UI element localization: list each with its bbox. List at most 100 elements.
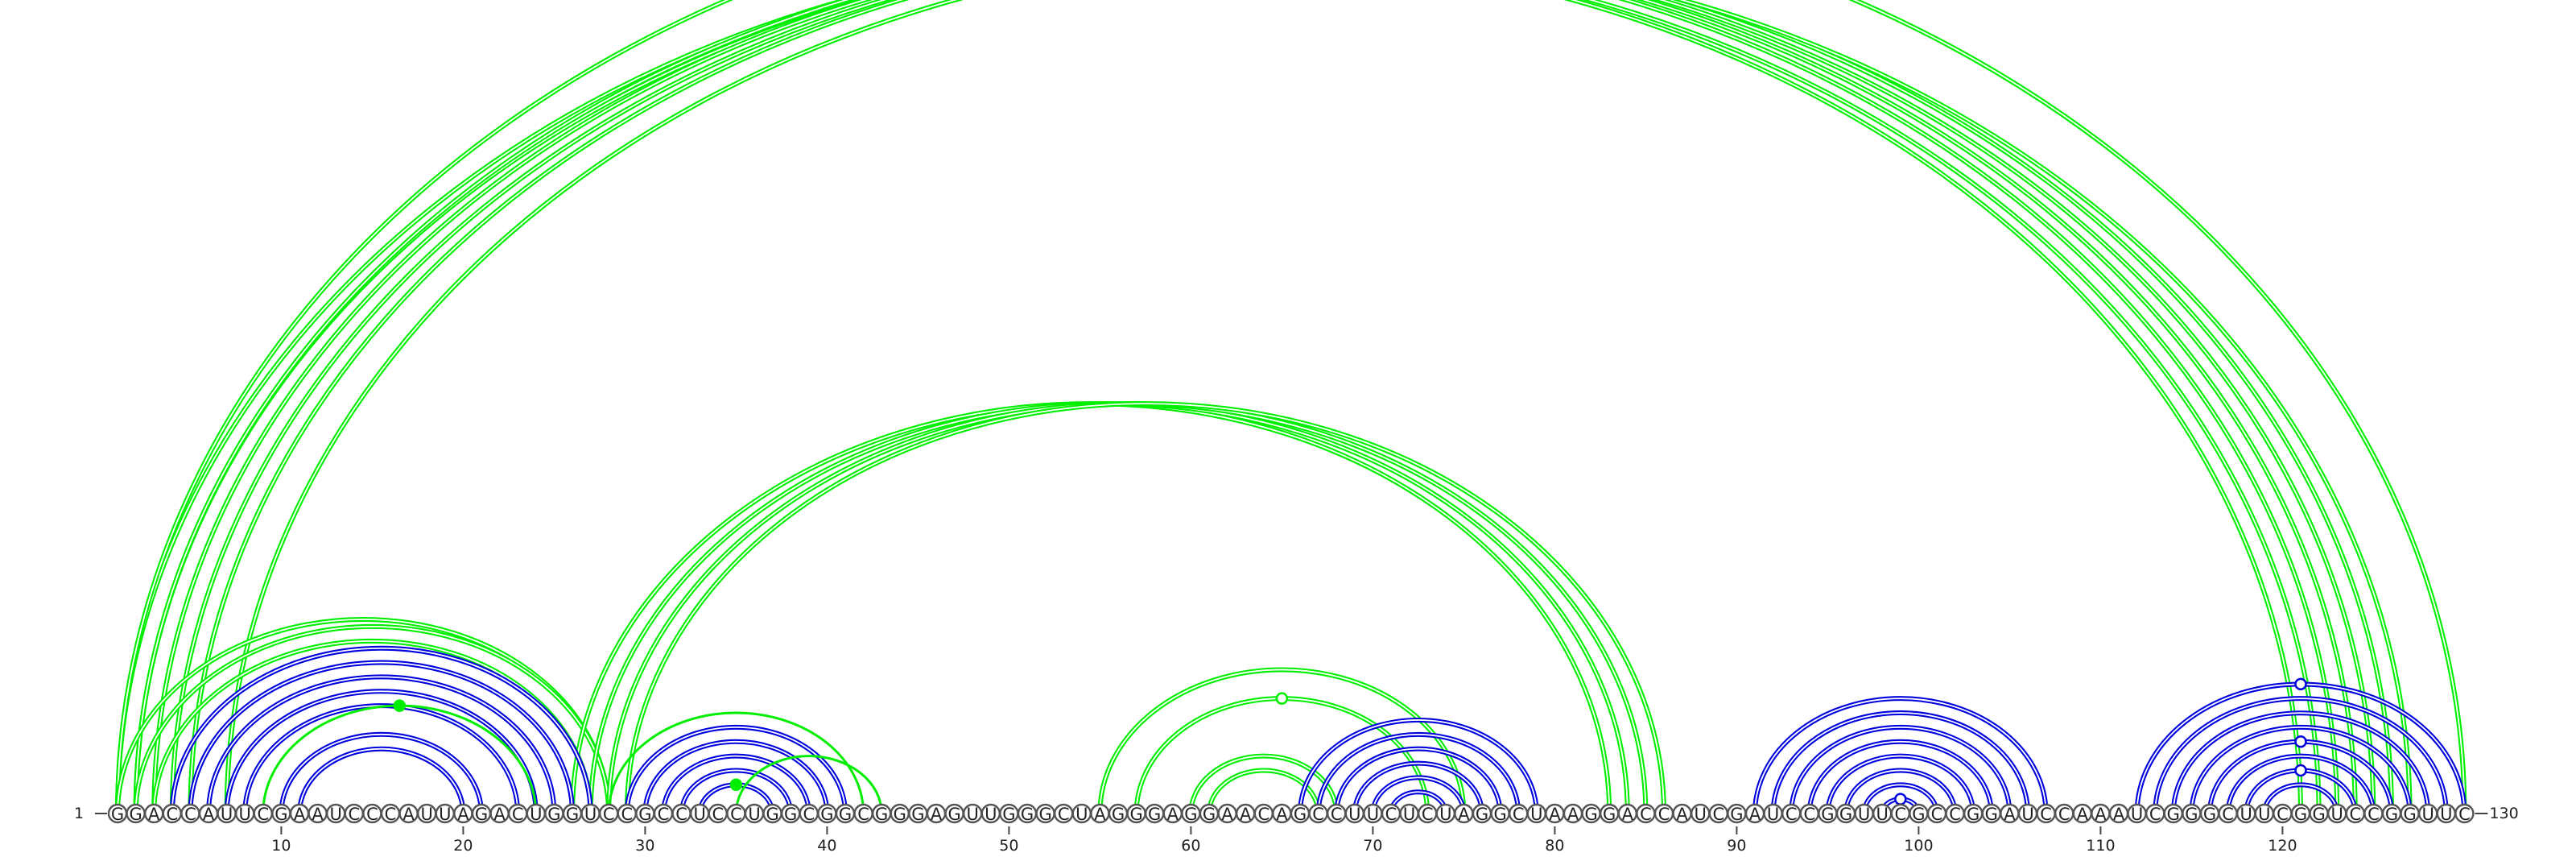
nucleotide-letter: U bbox=[2440, 805, 2452, 824]
nucleotide-letter: G bbox=[129, 805, 142, 824]
nucleotide-letter: G bbox=[2294, 805, 2307, 824]
nucleotide-letter: C bbox=[2040, 805, 2052, 824]
nucleotide-letter: G bbox=[1203, 805, 1216, 824]
nucleotide-55: A bbox=[1090, 803, 1110, 824]
nucleotide-119: U bbox=[2254, 803, 2275, 824]
pair-arc-114-128 bbox=[2170, 710, 2431, 814]
nucleotide-88: U bbox=[1690, 803, 1711, 824]
pair-arc-10-21 bbox=[279, 731, 484, 814]
nucleotide-letter: A bbox=[203, 805, 215, 824]
nucleotide-65: A bbox=[1272, 803, 1292, 824]
nucleotide-letter: U bbox=[1367, 805, 1379, 824]
tick-label-80: 80 bbox=[1545, 837, 1564, 855]
pair-arc-60-68 bbox=[1188, 753, 1340, 814]
nucleotide-letter: U bbox=[584, 805, 597, 824]
nucleotide-letter: G bbox=[1603, 805, 1616, 824]
pair-marker-118-124 bbox=[2294, 764, 2307, 777]
nucleotide-104: G bbox=[1981, 803, 2002, 824]
nucleotide-3: A bbox=[143, 803, 164, 824]
pair-arc-26-83 bbox=[570, 401, 1612, 814]
pair-arc-2-28 bbox=[133, 623, 612, 814]
position-axis: 1 130 10 20 30 40 50 60 70 80 90 100 110 120 bbox=[74, 805, 2519, 855]
nucleotide-63: A bbox=[1235, 803, 1256, 824]
nucleotide-75: A bbox=[1454, 803, 1474, 824]
nucleotide-115: G bbox=[2182, 803, 2202, 824]
nucleotide-letter: C bbox=[2349, 805, 2361, 824]
nucleotide-letter: C bbox=[184, 805, 196, 824]
nucleotide-124: C bbox=[2345, 803, 2366, 824]
nucleotide-letter: C bbox=[1712, 805, 1724, 824]
pair-arc-67-78 bbox=[1315, 731, 1521, 814]
nucleotide-20: A bbox=[453, 803, 473, 824]
nucleotide-letter: C bbox=[658, 805, 670, 824]
nucleotide-letter: G bbox=[2403, 805, 2416, 824]
nucleotide-letter: G bbox=[638, 805, 651, 824]
pair-markers bbox=[393, 677, 2307, 805]
nucleotide-82: G bbox=[1581, 803, 1601, 824]
nucleotide-12: A bbox=[308, 803, 328, 824]
nucleotide-127: G bbox=[2400, 803, 2420, 824]
tick-label-10: 10 bbox=[271, 837, 291, 855]
nucleotide-126: G bbox=[2381, 803, 2402, 824]
nucleotide-10: G bbox=[271, 803, 291, 824]
nucleotide-36: U bbox=[744, 803, 765, 824]
nucleotide-73: C bbox=[1417, 803, 1438, 824]
pair-marker-116-126 bbox=[2294, 735, 2307, 748]
pair-arc-4-125 bbox=[169, 0, 2376, 814]
nucleotide-letter: G bbox=[547, 805, 560, 824]
nucleotide-letter: A bbox=[1549, 805, 1561, 824]
pair-arc-7-127 bbox=[224, 0, 2413, 814]
nucleotide-27: U bbox=[580, 803, 601, 824]
nucleotide-letter: C bbox=[348, 805, 360, 824]
nucleotide-31: C bbox=[653, 803, 674, 824]
nucleotide-21: G bbox=[471, 803, 492, 824]
nucleotide-letter: C bbox=[2222, 805, 2234, 824]
nucleotide-14: C bbox=[344, 803, 364, 824]
nucleotide-130: C bbox=[2454, 803, 2475, 824]
nucleotide-49: U bbox=[980, 803, 1001, 824]
nucleotide-117: C bbox=[2218, 803, 2238, 824]
nucleotide-120: C bbox=[2273, 803, 2293, 824]
nucleotide-94: C bbox=[1799, 803, 1820, 824]
nucleotide-letter: C bbox=[385, 805, 397, 824]
nucleotide-44: G bbox=[890, 803, 910, 824]
nucleotide-15: C bbox=[362, 803, 382, 824]
pair-arc-93-105 bbox=[1789, 724, 2013, 814]
nucleotide-letter: G bbox=[1821, 805, 1834, 824]
nucleotide-105: A bbox=[2000, 803, 2020, 824]
nucleotide-letter: G bbox=[1967, 805, 1979, 824]
nucleotide-letter: U bbox=[1075, 805, 1088, 824]
nucleotide-37: G bbox=[762, 803, 782, 824]
pair-marker-57-73 bbox=[1275, 692, 1289, 705]
nucleotide-16: C bbox=[380, 803, 401, 824]
pair-marker-33-37 bbox=[729, 778, 743, 792]
nucleotide-letter: U bbox=[1876, 805, 1889, 824]
nucleotide-letter: U bbox=[2131, 805, 2143, 824]
pair-arc-119-123 bbox=[2261, 782, 2340, 814]
nucleotide-11: A bbox=[289, 803, 310, 824]
pair-arc-5-26 bbox=[188, 660, 575, 814]
nucleotide-118: U bbox=[2235, 803, 2256, 824]
nucleotide-letter: U bbox=[1858, 805, 1870, 824]
pair-arc-28-42 bbox=[607, 711, 865, 814]
tick-label-50: 50 bbox=[999, 837, 1018, 855]
nucleotide-121: G bbox=[2290, 803, 2311, 824]
nucleotide-38: G bbox=[781, 803, 801, 824]
nucleotide-letter: U bbox=[439, 805, 451, 824]
tick-label-60: 60 bbox=[1181, 837, 1200, 855]
nucleotide-48: U bbox=[962, 803, 983, 824]
pair-arc-28-85 bbox=[606, 401, 1649, 814]
pair-arc-30-40 bbox=[642, 739, 830, 814]
nucleotide-123: U bbox=[2326, 803, 2347, 824]
pair-arc-7-24 bbox=[224, 689, 539, 814]
pair-arc-29-41 bbox=[624, 724, 848, 814]
nucleotide-letter: C bbox=[730, 805, 742, 824]
pair-arc-35-43 bbox=[734, 755, 883, 814]
nucleotide-92: U bbox=[1763, 803, 1783, 824]
nucleotide-112: U bbox=[2127, 803, 2147, 824]
nucleotide-28: C bbox=[599, 803, 619, 824]
pair-arc-95-103 bbox=[1825, 753, 1976, 814]
pair-arc-5-126 bbox=[188, 0, 2394, 814]
nucleotide-letter: C bbox=[1385, 805, 1397, 824]
nucleotide-letter: G bbox=[820, 805, 833, 824]
